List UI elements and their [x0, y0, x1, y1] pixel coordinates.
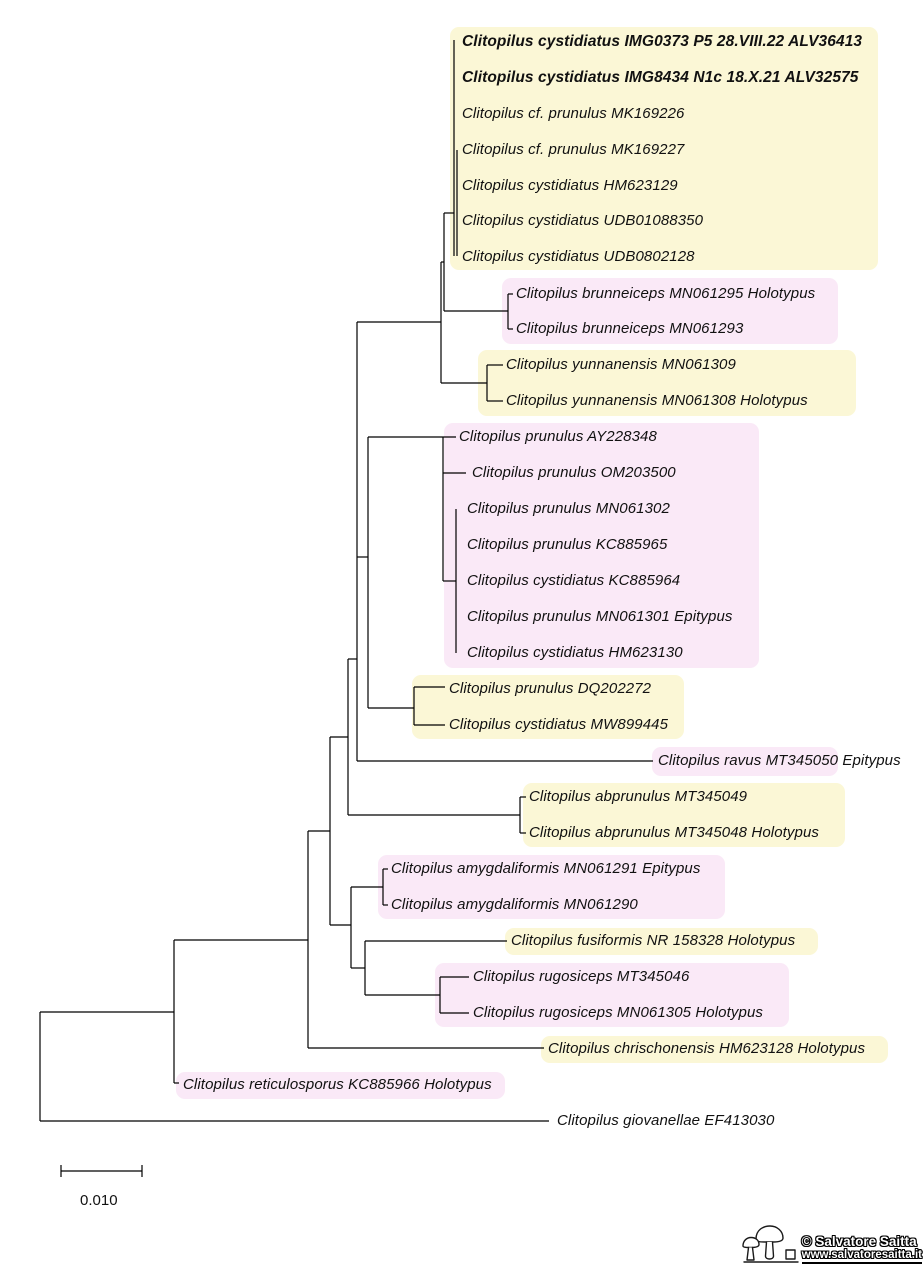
highlight-box — [378, 855, 725, 919]
highlight-box — [541, 1036, 888, 1063]
taxon-label: Clitopilus fusiformis NR 158328 Holotypu… — [511, 932, 796, 949]
taxon-label: Clitopilus cystidiatus IMG0373 P5 28.VII… — [462, 33, 863, 50]
taxon-label: Clitopilus prunulus OM203500 — [472, 464, 676, 481]
highlight-box — [444, 423, 759, 668]
highlight-box — [505, 928, 818, 955]
taxon-label: Clitopilus prunulus AY228348 — [459, 428, 657, 445]
highlight-box — [450, 27, 878, 270]
taxon-label: Clitopilus cystidiatus IMG8434 N1c 18.X.… — [462, 69, 859, 86]
taxon-label: Clitopilus yunnanensis MN061309 — [506, 356, 736, 373]
taxon-label: Clitopilus chrischonensis HM623128 Holot… — [548, 1040, 866, 1057]
taxon-label: Clitopilus abprunulus MT345049 — [529, 788, 748, 805]
mushrooms-icon — [741, 1225, 799, 1263]
highlight-box — [478, 350, 856, 416]
highlight-box — [176, 1072, 505, 1099]
watermark-logo: © Salvatore Saitta www.salvatoresaitta.i… — [740, 1222, 922, 1264]
taxon-label: Clitopilus cystidiatus UDB0802128 — [462, 248, 695, 265]
taxon-label: Clitopilus rugosiceps MT345046 — [473, 968, 690, 985]
taxon-label: Clitopilus cystidiatus HM623130 — [467, 644, 683, 661]
scale-bar-label: 0.010 — [80, 1192, 118, 1209]
highlight-box — [652, 747, 838, 776]
taxon-label: Clitopilus cystidiatus KC885964 — [467, 572, 681, 589]
taxon-label: Clitopilus abprunulus MT345048 Holotypus — [529, 824, 819, 841]
taxon-label: Clitopilus prunulus DQ202272 — [449, 680, 652, 697]
highlight-box — [523, 783, 845, 847]
highlight-box — [412, 675, 684, 739]
taxon-label: Clitopilus amygdaliformis MN061290 — [391, 896, 638, 913]
highlight-box — [502, 278, 838, 344]
taxon-label: Clitopilus prunulus KC885965 — [467, 536, 668, 553]
taxon-label: Clitopilus giovanellae EF413030 — [557, 1112, 775, 1129]
taxon-label: Clitopilus prunulus MN061301 Epitypus — [467, 608, 733, 625]
taxon-label: Clitopilus cystidiatus HM623129 — [462, 177, 678, 194]
taxon-label: Clitopilus rugosiceps MN061305 Holotypus — [473, 1004, 763, 1021]
taxon-label: Clitopilus brunneiceps MN061293 — [516, 320, 744, 337]
taxon-label: Clitopilus cf. prunulus MK169227 — [462, 141, 685, 158]
taxon-label: Clitopilus cystidiatus UDB01088350 — [462, 212, 704, 229]
taxon-label: Clitopilus amygdaliformis MN061291 Epity… — [391, 860, 701, 877]
taxon-label: Clitopilus prunulus MN061302 — [467, 500, 670, 517]
watermark-url-text: www.salvatoresaitta.it — [801, 1249, 922, 1264]
taxon-label: Clitopilus ravus MT345050 Epitypus — [658, 752, 901, 769]
taxon-label: Clitopilus yunnanensis MN061308 Holotypu… — [506, 392, 808, 409]
highlight-box — [435, 963, 789, 1027]
taxon-label: Clitopilus cf. prunulus MK169226 — [462, 105, 685, 122]
taxon-label: Clitopilus brunneiceps MN061295 Holotypu… — [516, 285, 816, 302]
taxon-label: Clitopilus reticulosporus KC885966 Holot… — [183, 1076, 492, 1093]
taxon-label: Clitopilus cystidiatus MW899445 — [449, 716, 669, 733]
watermark-author-text: © Salvatore Saitta — [801, 1233, 917, 1249]
